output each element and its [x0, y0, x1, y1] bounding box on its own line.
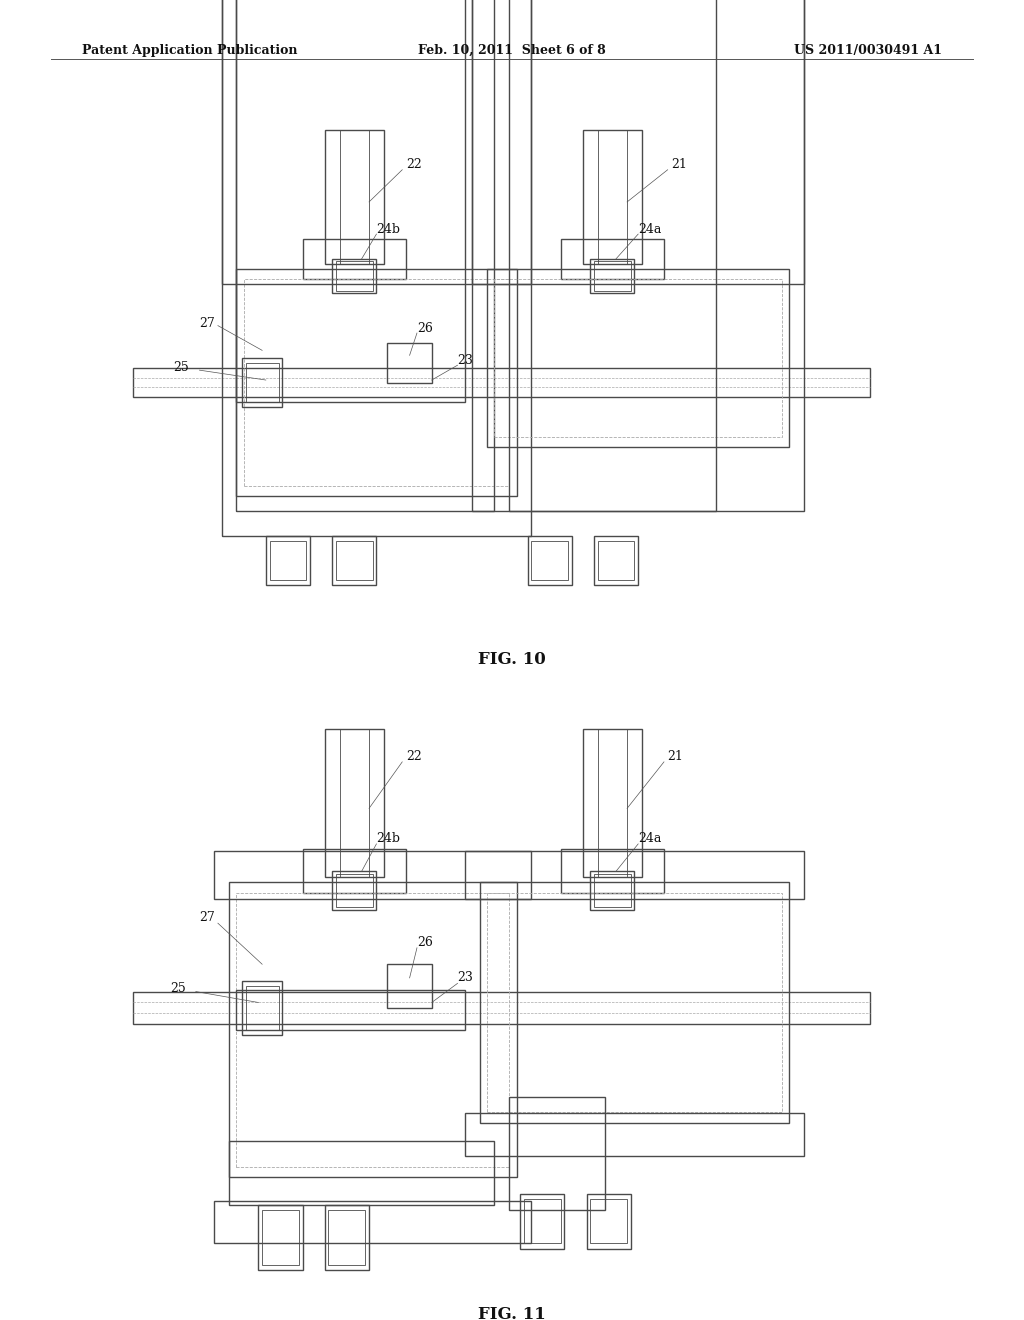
Bar	[583, 729, 642, 876]
Bar	[237, 269, 516, 496]
Bar	[237, 0, 465, 403]
Bar	[237, 894, 509, 1167]
Bar	[487, 269, 790, 447]
Text: Feb. 10, 2011  Sheet 6 of 8: Feb. 10, 2011 Sheet 6 of 8	[418, 45, 606, 57]
Bar	[229, 1140, 495, 1205]
Bar	[587, 1193, 631, 1249]
Bar	[487, 894, 782, 1111]
Bar	[266, 536, 310, 585]
Bar	[329, 1210, 366, 1265]
Bar	[524, 1200, 561, 1243]
Text: 24a: 24a	[638, 223, 662, 236]
Bar	[590, 1200, 627, 1243]
Text: 22: 22	[406, 158, 422, 172]
Bar	[244, 279, 509, 486]
Text: US 2011/0030491 A1: US 2011/0030491 A1	[794, 45, 942, 57]
Bar	[229, 882, 516, 1177]
Text: 24a: 24a	[638, 832, 662, 845]
Bar	[590, 871, 635, 909]
Bar	[246, 363, 279, 403]
Text: 21: 21	[668, 750, 684, 763]
Text: 24b: 24b	[377, 223, 400, 236]
Bar	[336, 261, 373, 290]
Bar	[242, 358, 283, 408]
Bar	[340, 131, 369, 264]
Bar	[325, 131, 384, 264]
Bar	[237, 0, 495, 511]
Bar	[325, 729, 384, 876]
Bar	[214, 1201, 531, 1243]
Bar	[598, 131, 627, 264]
Bar	[583, 131, 642, 264]
Bar	[332, 871, 377, 909]
Bar	[472, 0, 804, 511]
Text: 27: 27	[200, 911, 215, 924]
Text: FIG. 11: FIG. 11	[478, 1305, 546, 1320]
Text: FIG. 10: FIG. 10	[478, 651, 546, 668]
Bar	[594, 874, 631, 907]
Bar	[221, 0, 531, 536]
Bar	[387, 343, 432, 383]
Bar	[509, 1097, 605, 1210]
Text: 23: 23	[458, 354, 473, 367]
Text: 25: 25	[170, 982, 185, 995]
Bar	[325, 1205, 369, 1270]
Bar	[246, 986, 279, 1030]
Bar	[495, 279, 782, 437]
Bar	[133, 368, 870, 397]
Text: 21: 21	[672, 158, 687, 172]
Bar	[531, 541, 568, 581]
Bar	[590, 259, 635, 293]
Bar	[262, 1210, 299, 1265]
Bar	[237, 990, 465, 1030]
Bar	[242, 981, 283, 1035]
Bar	[598, 729, 627, 876]
Bar	[340, 729, 369, 876]
Bar	[303, 849, 406, 894]
Bar	[269, 541, 306, 581]
Bar	[472, 0, 804, 284]
Text: 23: 23	[458, 972, 473, 985]
Bar	[214, 850, 531, 899]
Bar	[527, 536, 571, 585]
Text: 26: 26	[417, 936, 433, 949]
Bar	[598, 541, 635, 581]
Bar	[387, 964, 432, 1008]
Bar	[561, 849, 664, 894]
Bar	[332, 259, 377, 293]
Bar	[465, 1113, 804, 1155]
Bar	[258, 1205, 303, 1270]
Text: 26: 26	[417, 322, 433, 334]
Text: 22: 22	[406, 750, 422, 763]
Bar	[594, 261, 631, 290]
Bar	[520, 1193, 564, 1249]
Bar	[465, 850, 804, 899]
Bar	[303, 239, 406, 279]
Text: 25: 25	[174, 362, 189, 374]
Text: Patent Application Publication: Patent Application Publication	[82, 45, 297, 57]
Bar	[561, 239, 664, 279]
Bar	[509, 0, 716, 511]
Bar	[133, 991, 870, 1024]
Bar	[336, 541, 373, 581]
Bar	[332, 536, 377, 585]
Text: 24b: 24b	[377, 832, 400, 845]
Text: 27: 27	[200, 317, 215, 330]
Bar	[336, 874, 373, 907]
Bar	[479, 882, 790, 1123]
Bar	[594, 536, 638, 585]
Bar	[221, 0, 531, 284]
